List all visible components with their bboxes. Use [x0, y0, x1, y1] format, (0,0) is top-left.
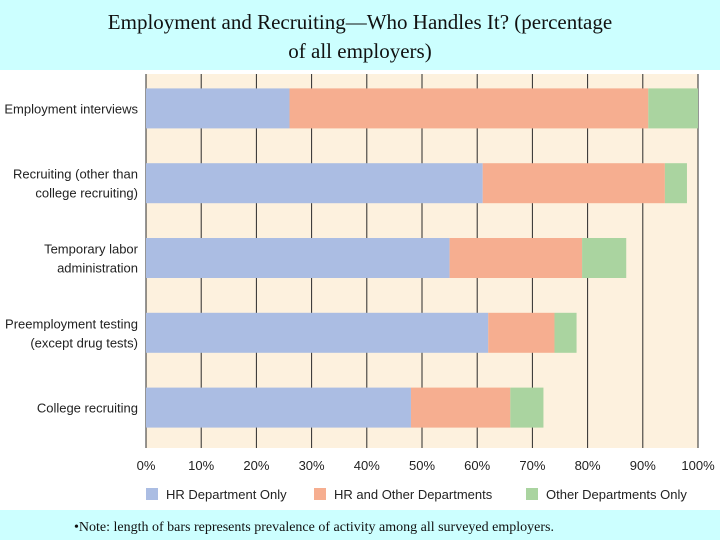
- category-label: Temporary labor administration: [44, 242, 139, 276]
- chart-panel: Employment interviews Recruiting (other t…: [0, 70, 720, 510]
- x-tick-label: 60%: [464, 458, 490, 473]
- category-label: Preemployment testing (except drug tests): [5, 316, 138, 350]
- x-tick-label: 20%: [243, 458, 269, 473]
- category-label: Recruiting (other than college recruiting…: [13, 167, 138, 201]
- x-tick-label: 100%: [681, 458, 715, 473]
- category-label-line: Recruiting (other than: [13, 167, 138, 182]
- x-tick-label: 50%: [409, 458, 435, 473]
- legend-label: HR Department Only: [166, 487, 287, 502]
- category-label-line: Preemployment testing: [5, 316, 138, 331]
- slide-title: Employment and Recruiting—Who Handles It…: [0, 8, 720, 66]
- stacked-bar-chart: Employment interviews Recruiting (other t…: [4, 74, 715, 502]
- legend-swatch: [146, 488, 158, 500]
- category-label: College recruiting: [37, 401, 138, 416]
- footnote: •Note: length of bars represents prevale…: [74, 520, 554, 535]
- legend-swatch: [526, 488, 538, 500]
- bar-segment: [410, 387, 511, 428]
- bar-segment: [146, 312, 489, 353]
- x-tick-label: 30%: [299, 458, 325, 473]
- bar-segment: [554, 312, 577, 353]
- category-label: Employment interviews: [4, 101, 138, 116]
- x-tick-label: 10%: [188, 458, 214, 473]
- bar-segment: [146, 88, 290, 129]
- legend-swatch: [314, 488, 326, 500]
- x-tick-label: 90%: [630, 458, 656, 473]
- legend-label: Other Departments Only: [546, 487, 687, 502]
- bar-segment: [146, 387, 411, 428]
- category-label-line: administration: [57, 261, 138, 276]
- bar-segment: [510, 387, 544, 428]
- x-tick-label: 40%: [354, 458, 380, 473]
- bar-segment: [146, 238, 450, 278]
- bar-segment: [488, 312, 555, 353]
- category-label-line: Employment interviews: [4, 101, 138, 116]
- x-tick-label: 70%: [519, 458, 545, 473]
- title-line-2: of all employers): [288, 39, 432, 63]
- category-label-line: College recruiting: [37, 401, 138, 416]
- bar-segment: [582, 238, 627, 278]
- x-tick-label: 80%: [575, 458, 601, 473]
- bar-segment: [482, 163, 665, 204]
- legend-label: HR and Other Departments: [334, 487, 493, 502]
- bar-segment: [289, 88, 649, 129]
- title-line-1: Employment and Recruiting—Who Handles It…: [107, 10, 613, 34]
- bar-segment: [648, 88, 698, 129]
- category-label-line: Temporary labor: [44, 242, 139, 257]
- category-label-line: (except drug tests): [30, 335, 138, 350]
- category-label-line: college recruiting): [35, 186, 138, 201]
- bar-segment: [449, 238, 583, 278]
- x-tick-label: 0%: [137, 458, 156, 473]
- bar-segment: [146, 163, 483, 204]
- bar-segment: [664, 163, 687, 204]
